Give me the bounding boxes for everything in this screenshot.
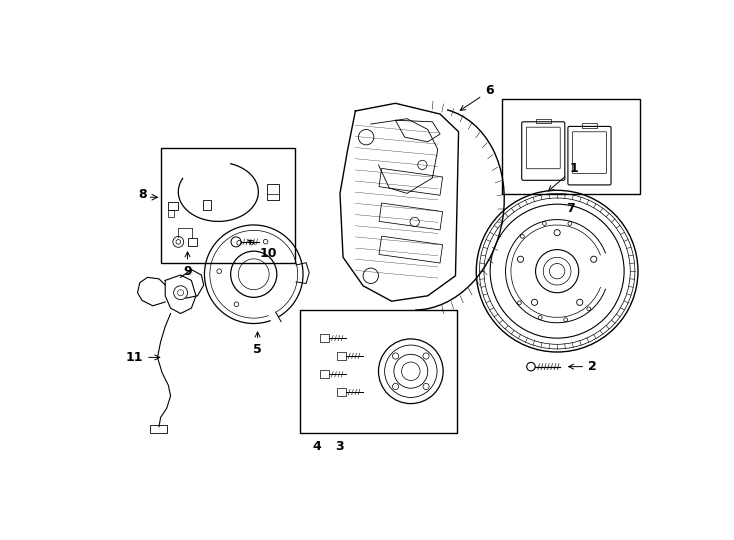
Bar: [167, 202, 178, 210]
Bar: [320, 370, 330, 378]
Bar: [582, 123, 597, 128]
Text: 7: 7: [567, 201, 575, 214]
Text: 8: 8: [138, 188, 146, 201]
Bar: [203, 200, 211, 210]
Bar: [167, 210, 174, 217]
Text: 3: 3: [335, 440, 344, 453]
Bar: [379, 168, 443, 195]
Bar: [536, 119, 551, 123]
Bar: [150, 425, 167, 433]
Bar: [337, 388, 346, 396]
Bar: [379, 203, 443, 230]
Bar: [161, 148, 295, 264]
Text: 1: 1: [548, 162, 578, 191]
Bar: [337, 352, 346, 360]
Text: 11: 11: [126, 351, 160, 364]
Text: 9: 9: [184, 252, 192, 278]
Text: 4: 4: [313, 440, 321, 453]
Bar: [187, 238, 197, 246]
Bar: [320, 334, 330, 342]
Bar: [267, 184, 279, 200]
Bar: [501, 99, 640, 194]
Bar: [300, 309, 457, 433]
Bar: [379, 236, 443, 263]
Text: 10: 10: [249, 240, 277, 260]
Text: 5: 5: [253, 332, 262, 356]
Text: 2: 2: [569, 360, 597, 373]
Text: 6: 6: [460, 84, 494, 110]
